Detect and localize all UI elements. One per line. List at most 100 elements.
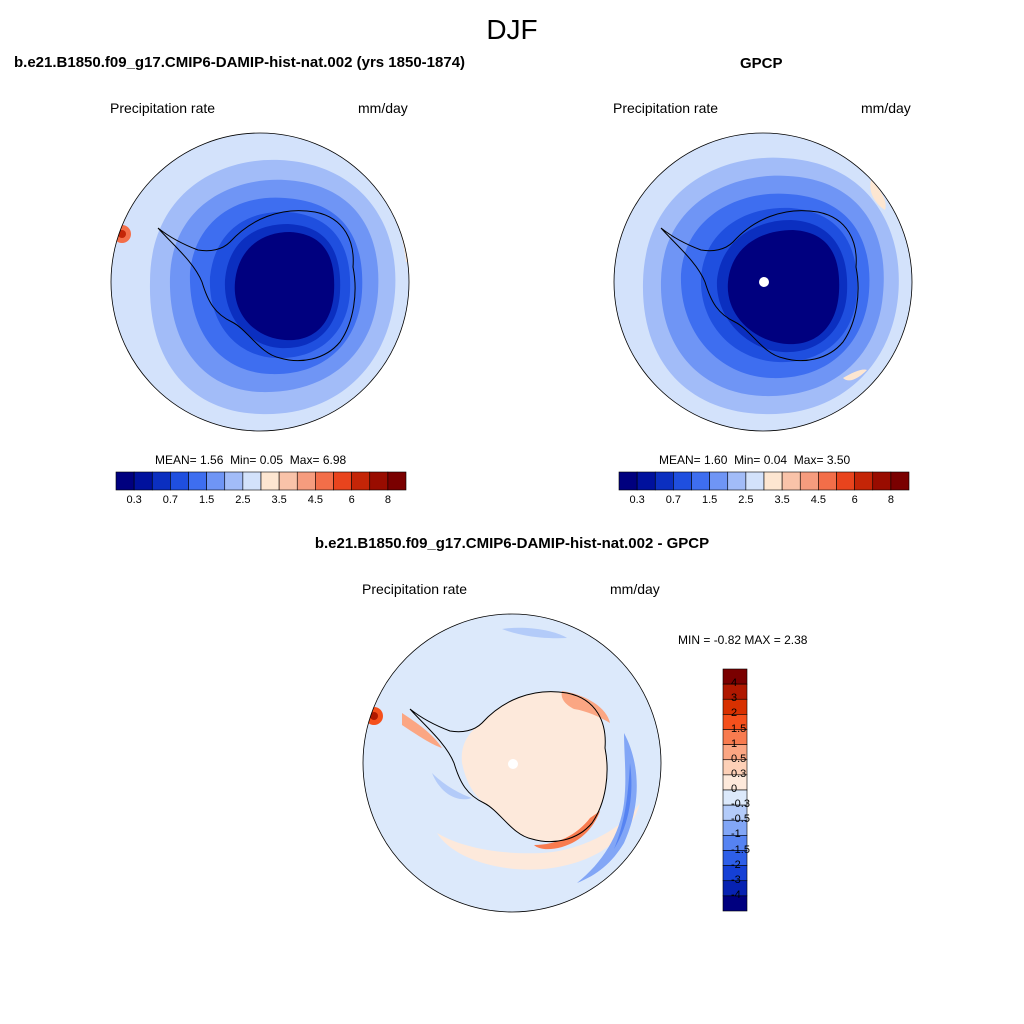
panel-3-colorbar-swatch <box>722 895 748 912</box>
panel-1-colorbar-swatch <box>369 471 389 491</box>
panel-1-max-value: 6.98 <box>322 453 347 467</box>
panel-1-colorbar-tick-label: 3.5 <box>271 494 287 506</box>
panel-3-colorbar-tick-label: 0.5 <box>731 752 747 765</box>
panel-3-colorbar-tick-label: -1 <box>731 828 741 841</box>
panel-3-warm-ring <box>437 803 640 870</box>
panel-1-colorbar-swatch <box>351 471 371 491</box>
panel-1-colorbar-swatch <box>133 471 153 491</box>
panel-1-colorbar-tick-label: 0.7 <box>162 494 179 506</box>
panel-3-blue-w <box>432 773 472 800</box>
panel-2-colorbar-swatch <box>818 471 837 491</box>
panel-3-colorbar-tick-label: 4 <box>731 677 738 690</box>
panel-2-stats: MEAN= 1.60 Min= 0.04 Max= 3.50 <box>659 453 850 467</box>
panel-1-colorbar-swatch <box>387 471 407 491</box>
panel-3-colorbar-tick-label: 3 <box>731 692 738 705</box>
panel-3-colorbar-tick-label: -4 <box>731 888 741 901</box>
panel-2-colorbar-swatch <box>890 471 910 491</box>
panel-1-coastline <box>157 210 356 362</box>
panel-1-units-label: mm/day <box>358 100 408 116</box>
panel-2-title: GPCP <box>740 55 783 72</box>
panel-3-units-label: mm/day <box>610 581 660 597</box>
panel-1-colorbar-swatch <box>278 471 298 491</box>
panel-2-core <box>727 230 840 345</box>
panel-1-colorbar-swatch <box>315 471 334 491</box>
panel-3-colorbar-tick-label: -3 <box>731 873 741 886</box>
panel-2-colorbar-swatch <box>654 471 674 491</box>
panel-2-colorbar-swatch <box>727 471 747 491</box>
panel-3-colorbar-tick-label: -1.5 <box>731 843 750 856</box>
panel-2-colorbar-ticks: 0.3 0.7 1.5 2.5 3.5 4.5 6 8 <box>619 494 909 508</box>
panel-1-colorbar-tick-label: 0.3 <box>126 494 142 506</box>
panel-1-min-value: 0.05 <box>259 453 284 467</box>
panel-2-max-value: 3.50 <box>826 453 851 467</box>
panel-2-colorbar-swatch <box>799 471 819 491</box>
panel-1-map <box>110 132 410 432</box>
panel-3-stats: MIN = -0.82 MAX = 2.38 <box>678 633 807 647</box>
panel-1-colorbar-swatch <box>115 471 135 491</box>
panel-2-colorbar <box>618 471 910 491</box>
panel-2-min-value: 0.04 <box>763 453 788 467</box>
panel-2-colorbar-tick-label: 1.5 <box>701 494 718 506</box>
panel-2-colorbar-tick-label: 6 <box>851 494 858 506</box>
panel-2-colorbar-swatch <box>691 471 710 491</box>
panel-3-min-value: -0.82 <box>713 633 742 647</box>
panel-1-core <box>234 232 335 341</box>
panel-1-colorbar <box>115 471 407 491</box>
panel-1-colorbar-swatch <box>188 471 207 491</box>
panel-3-map <box>362 613 662 913</box>
panel-1-stats: MEAN= 1.56 Min= 0.05 Max= 6.98 <box>155 453 346 467</box>
panel-1-colorbar-swatch <box>242 471 262 491</box>
panel-2-coastline <box>660 210 859 362</box>
panel-1-max-label: Max= <box>289 453 320 467</box>
panel-2-colorbar-swatch <box>709 471 729 491</box>
panel-1-min-label: Min= <box>230 453 257 467</box>
panel-3-coastline <box>409 691 608 843</box>
panel-2-units-label: mm/day <box>861 100 911 116</box>
panel-1-mean-value: 1.56 <box>200 453 224 467</box>
panel-1-title: b.e21.B1850.f09_g17.CMIP6-DAMIP-hist-nat… <box>14 54 466 71</box>
panel-3-min-label: MIN = <box>678 633 711 647</box>
panel-3-colorbar-tick-label: 0.3 <box>731 767 747 780</box>
figure-title: DJF <box>486 14 538 45</box>
panel-1-colorbar-swatch <box>224 471 244 491</box>
panel-2-min-label: Min= <box>734 453 761 467</box>
panel-1-variable-label: Precipitation rate <box>110 100 216 116</box>
panel-2-pole-hole <box>759 277 769 287</box>
panel-3-pole-hole <box>508 759 518 769</box>
panel-3-colorbar-tick-label: -0.5 <box>731 813 750 826</box>
panel-2-colorbar-swatch <box>745 471 765 491</box>
panel-2-colorbar-tick-label: 2.5 <box>738 494 754 506</box>
panel-2-variable-label: Precipitation rate <box>613 100 719 116</box>
panel-3-colorbar <box>722 668 748 912</box>
panel-3-blue-se <box>577 733 637 883</box>
panel-3-colorbar-tick-label: -0.3 <box>731 798 750 811</box>
panel-1-colorbar-tick-label: 8 <box>384 494 391 506</box>
panel-3-title: b.e21.B1850.f09_g17.CMIP6-DAMIP-hist-nat… <box>314 535 710 552</box>
panel-1-colorbar-swatch <box>333 471 352 491</box>
panel-2-colorbar-swatch <box>673 471 692 491</box>
panel-1-colorbar-swatch <box>170 471 189 491</box>
panel-3-coast-ne <box>561 691 610 723</box>
panel-3-blue-se-inner <box>614 763 632 849</box>
panel-1-colorbar-swatch <box>296 471 316 491</box>
panel-1-colorbar-swatch <box>206 471 226 491</box>
panel-2-colorbar-swatch <box>836 471 855 491</box>
panel-2-colorbar-swatch <box>854 471 874 491</box>
panel-2-mean-label: MEAN= <box>659 453 701 467</box>
panel-3-colorbar-tick-label: 1 <box>731 737 738 750</box>
panel-1-colorbar-tick-label: 1.5 <box>198 494 215 506</box>
panel-2-colorbar-swatch <box>636 471 656 491</box>
panel-3-max-value: 2.38 <box>784 633 808 647</box>
panel-3-blue-n <box>502 627 567 639</box>
panel-3-colorbar-tick-label: 1.5 <box>731 722 747 735</box>
panel-1-colorbar-swatch <box>151 471 171 491</box>
panel-2-patch-2 <box>843 369 867 381</box>
panel-1-colorbar-tick-label: 4.5 <box>307 494 324 506</box>
panel-3-colorbar-ticks: 4 3 2 1.5 1 0.5 0.3 0 -0.3 -0.5 -1 -1.5 -2 -3 -4 <box>731 669 771 911</box>
panel-2-mean-value: 1.60 <box>704 453 728 467</box>
panel-3-variable-label: Precipitation rate <box>362 581 468 597</box>
panel-2-colorbar-tick-label: 0.3 <box>629 494 645 506</box>
panel-2-colorbar-swatch <box>872 471 892 491</box>
panel-2-patch-1 <box>870 180 886 210</box>
panel-2-colorbar-swatch <box>781 471 801 491</box>
